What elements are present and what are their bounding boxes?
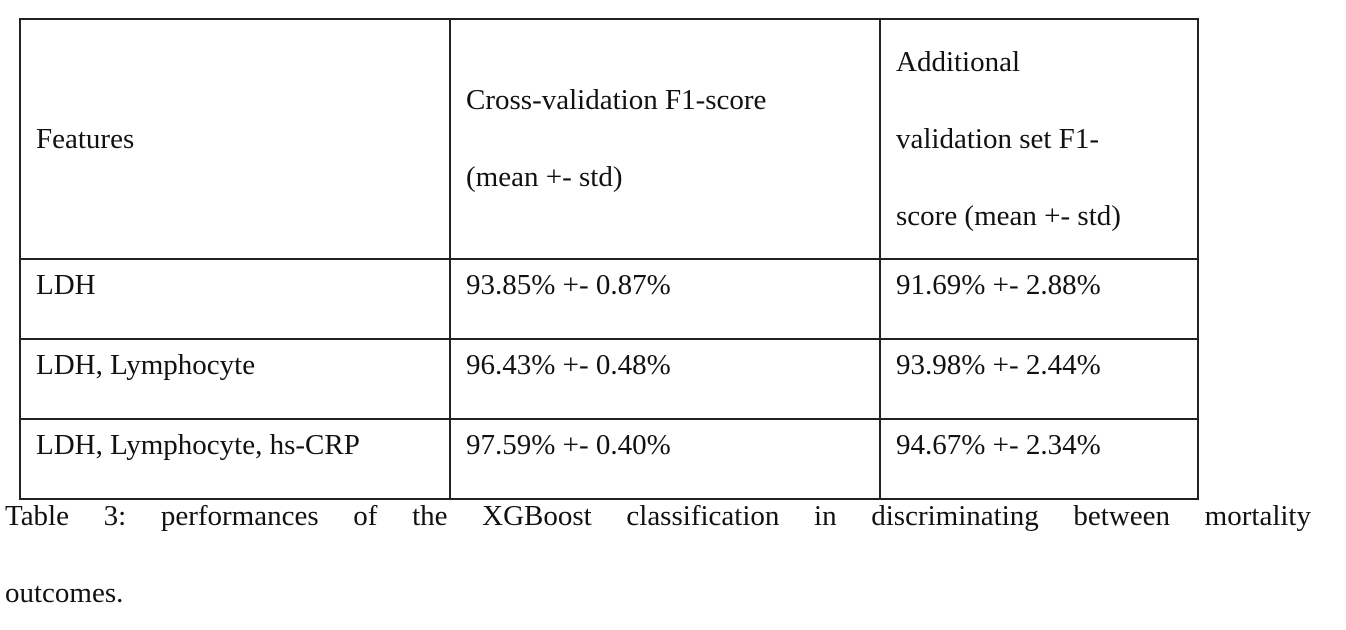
cv-f1-column-header: Cross-validation F1-score (mean +- std)	[449, 18, 881, 260]
cv-f1-cell: 96.43% +- 0.48%	[449, 338, 881, 420]
val-f1-column-header: Additional validation set F1- score (mean …	[879, 18, 1199, 260]
table-header-row: Features Cross-validation F1-score (mean …	[19, 18, 1199, 260]
val-f1-cell: 91.69% +- 2.88%	[879, 258, 1199, 340]
table-row: LDH 93.85% +- 0.87% 91.69% +- 2.88%	[19, 258, 1199, 340]
table-row: LDH, Lymphocyte, hs-CRP 97.59% +- 0.40% …	[19, 418, 1199, 500]
caption-line-2: outcomes.	[5, 577, 124, 609]
val-f1-cell: 94.67% +- 2.34%	[879, 418, 1199, 500]
cv-f1-cell: 93.85% +- 0.87%	[449, 258, 881, 340]
table-row: LDH, Lymphocyte 96.43% +- 0.48% 93.98% +…	[19, 338, 1199, 420]
features-cell: LDH, Lymphocyte	[19, 338, 451, 420]
cv-f1-cell: 97.59% +- 0.40%	[449, 418, 881, 500]
caption-line-1: Table 3: performances of the XGBoost cla…	[5, 500, 1311, 532]
table-caption: Table 3: performances of the XGBoost cla…	[5, 496, 1311, 613]
features-cell: LDH	[19, 258, 451, 340]
features-cell: LDH, Lymphocyte, hs-CRP	[19, 418, 451, 500]
results-table: Features Cross-validation F1-score (mean …	[19, 18, 1199, 500]
features-column-header: Features	[19, 18, 451, 260]
val-f1-cell: 93.98% +- 2.44%	[879, 338, 1199, 420]
